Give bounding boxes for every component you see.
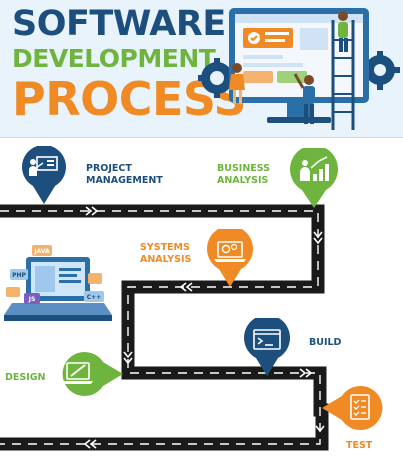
project-management-pin (22, 146, 66, 204)
project-management-label: PROJECT MANAGEMENT (86, 163, 163, 186)
test-pin (322, 386, 383, 430)
js-tag (24, 293, 40, 304)
cpp-tag (84, 291, 104, 302)
checklist-icon (350, 394, 370, 420)
title-line-software: SOFTWARE (12, 4, 226, 44)
road-arrows (83, 206, 325, 449)
ladder-illustration (331, 20, 355, 130)
process-road (0, 204, 329, 451)
java-tag (32, 245, 52, 256)
js-tag-label: JS (28, 296, 36, 303)
design-pin (62, 352, 123, 396)
laptop-code-illustration: JAVA PHP JS C++ (4, 245, 112, 321)
laptop-settings-icon (214, 241, 246, 262)
design-screen-icon (63, 362, 93, 384)
presentation-icon (29, 156, 58, 176)
gear-icon-right (365, 51, 400, 90)
business-analysis-pin (290, 148, 338, 208)
header-banner: SOFTWARE DEVELOPMENT PROCESS (0, 0, 403, 137)
road-dashes (0, 210, 321, 445)
person-center (293, 73, 315, 124)
gear-icon-left (198, 58, 233, 98)
person-on-ladder (338, 11, 348, 52)
java-tag-label: JAVA (33, 248, 50, 255)
terminal-icon (253, 329, 281, 350)
divider (0, 137, 403, 138)
team-building-website-illustration (198, 8, 400, 130)
php-tag (10, 269, 28, 280)
business-analysis-label: BUSINESS ANALYSIS (217, 163, 271, 186)
build-pin (244, 318, 290, 376)
growth-chart-icon (300, 156, 329, 181)
design-label: DESIGN (5, 372, 46, 383)
cpp-tag-label: C++ (87, 294, 101, 301)
systems-analysis-label: SYSTEMS ANALYSIS (140, 242, 192, 265)
systems-analysis-pin (207, 229, 253, 287)
build-label: BUILD (309, 337, 342, 348)
php-tag-label: PHP (12, 272, 26, 279)
test-label: TEST (346, 440, 373, 451)
person-left (229, 63, 245, 104)
title-line-development: DEVELOPMENT (12, 44, 216, 73)
